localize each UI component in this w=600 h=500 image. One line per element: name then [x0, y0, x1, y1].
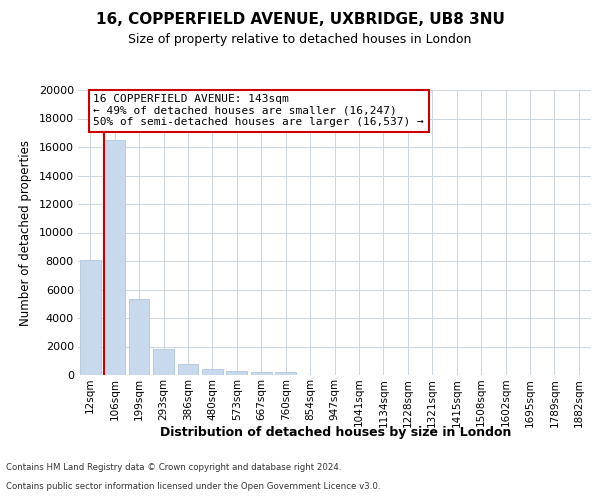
Text: Distribution of detached houses by size in London: Distribution of detached houses by size …	[160, 426, 512, 439]
Bar	[202, 370, 223, 375]
Text: 16 COPPERFIELD AVENUE: 143sqm
← 49% of detached houses are smaller (16,247)
50% : 16 COPPERFIELD AVENUE: 143sqm ← 49% of d…	[94, 94, 424, 128]
Text: Contains HM Land Registry data © Crown copyright and database right 2024.: Contains HM Land Registry data © Crown c…	[6, 464, 341, 472]
Bar	[128, 299, 149, 375]
Bar	[104, 140, 125, 375]
Bar	[251, 372, 272, 375]
Bar	[153, 350, 174, 375]
Text: 16, COPPERFIELD AVENUE, UXBRIDGE, UB8 3NU: 16, COPPERFIELD AVENUE, UXBRIDGE, UB8 3N…	[95, 12, 505, 28]
Bar	[178, 364, 199, 375]
Bar	[80, 260, 101, 375]
Bar	[275, 372, 296, 375]
Text: Size of property relative to detached houses in London: Size of property relative to detached ho…	[128, 32, 472, 46]
Bar	[226, 372, 247, 375]
Text: Contains public sector information licensed under the Open Government Licence v3: Contains public sector information licen…	[6, 482, 380, 491]
Y-axis label: Number of detached properties: Number of detached properties	[19, 140, 32, 326]
